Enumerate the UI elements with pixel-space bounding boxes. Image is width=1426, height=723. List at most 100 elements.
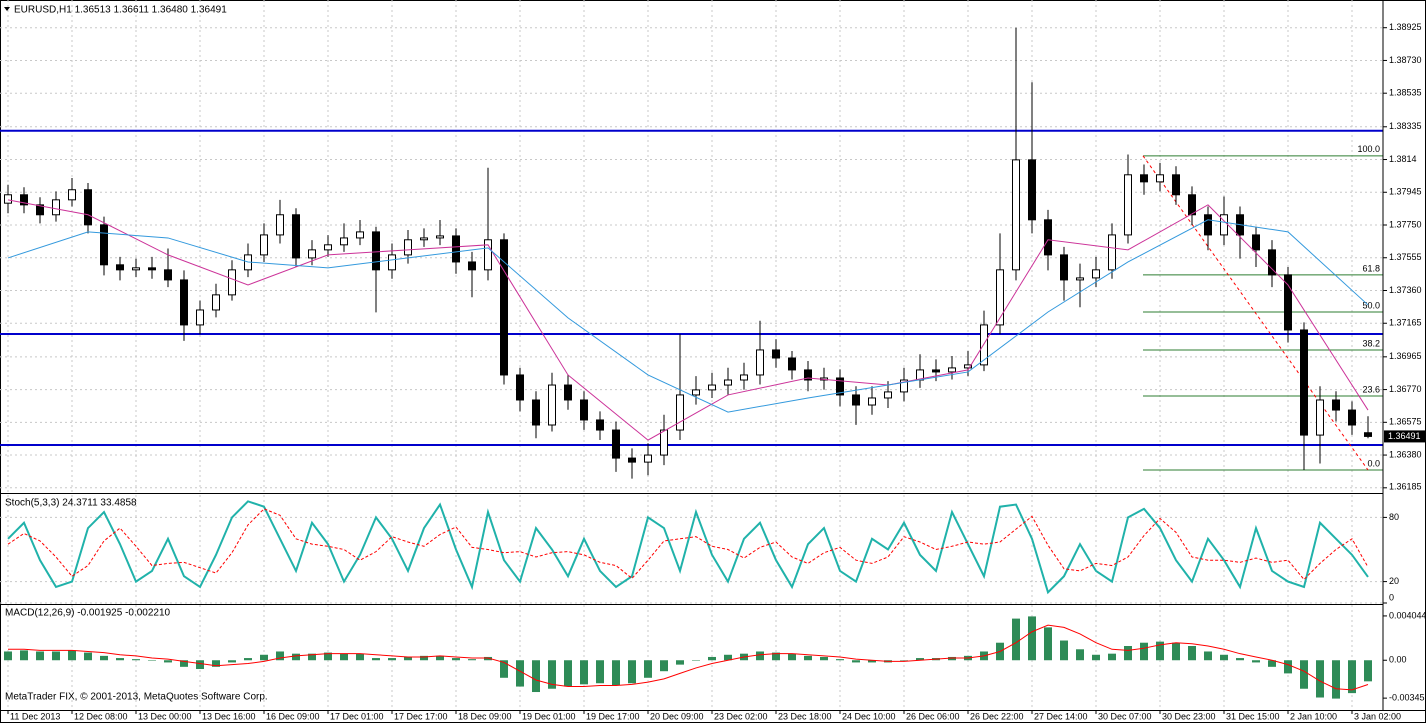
macd-bar: [788, 653, 796, 661]
candle-body: [548, 384, 556, 426]
y-tick-label: 1.37945: [1389, 187, 1422, 197]
macd-bar: [436, 655, 444, 661]
candle-body: [452, 235, 460, 263]
candle-body: [724, 379, 732, 386]
candle-body: [1076, 277, 1084, 281]
x-tick-label: 30 Dec 07:00: [1098, 711, 1152, 721]
candle-body: [228, 269, 236, 296]
candle-body: [564, 384, 572, 401]
collapse-icon[interactable]: [4, 7, 10, 11]
x-tick-label: 31 Dec 15:00: [1226, 711, 1280, 721]
candle-body: [644, 454, 652, 463]
candle-body: [260, 234, 268, 256]
macd-bar: [1348, 660, 1356, 694]
candle-body: [772, 349, 780, 359]
macd-bar: [1268, 660, 1276, 667]
macd-bar: [340, 653, 348, 661]
x-tick-label: 30 Dec 23:00: [1162, 711, 1216, 721]
macd-bar: [372, 658, 380, 661]
candle-body: [1092, 269, 1100, 279]
y-tick-label: 1.36965: [1389, 351, 1422, 361]
candle-body: [68, 189, 76, 201]
candle-body: [1124, 174, 1132, 236]
macd-bar: [228, 660, 236, 663]
x-tick-label: 3 Jan 02:00: [1354, 711, 1401, 721]
candle-body: [932, 369, 940, 373]
macd-bar: [1284, 660, 1292, 674]
x-tick-label: 23 Dec 18:00: [778, 711, 832, 721]
candle-body: [1044, 219, 1052, 256]
candle-body: [740, 374, 748, 381]
macd-bar: [52, 651, 60, 661]
macd-bar: [356, 653, 364, 661]
x-tick-label: 19 Dec 01:00: [522, 711, 576, 721]
macd-bar: [1012, 618, 1020, 661]
macd-bar: [1092, 654, 1100, 661]
y-tick-label: 1.38335: [1389, 121, 1422, 131]
candle-body: [1172, 174, 1180, 196]
x-tick-label: 26 Dec 06:00: [906, 711, 960, 721]
macd-bar: [948, 656, 956, 661]
macd-bar: [692, 660, 700, 661]
macd-bar: [1188, 646, 1196, 661]
macd-bar: [260, 654, 268, 661]
x-tick-label: 13 Dec 00:00: [138, 711, 192, 721]
copyright: MetaTrader FIX, © 2001-2013, MetaQuotes …: [5, 692, 268, 703]
macd-bar: [628, 660, 636, 684]
y-tick-label: 1.36380: [1389, 449, 1422, 459]
chart-title: EURUSD,H1 1.36513 1.36611 1.36480 1.3649…: [14, 5, 227, 16]
stoch-line: [7, 500, 1369, 595]
candle-body: [868, 397, 876, 406]
candle-body: [596, 419, 604, 431]
macd-bar: [1204, 651, 1212, 661]
macd-bar: [836, 659, 844, 661]
candle-body: [676, 394, 684, 431]
macd-bar: [1140, 642, 1148, 661]
macd-bar: [644, 660, 652, 678]
candle-body: [1252, 234, 1260, 251]
candle-body: [756, 349, 764, 376]
macd-bar: [404, 656, 412, 661]
y-tick-label: 0: [1389, 592, 1394, 602]
x-tick-label: 2 Jan 10:00: [1290, 711, 1337, 721]
candle-body: [1316, 399, 1324, 436]
grid: [0, 0, 1383, 710]
macd-bar: [708, 656, 716, 661]
fibo-label: 100.0: [1357, 144, 1380, 154]
candle-body: [404, 239, 412, 256]
macd-bar: [1076, 649, 1084, 661]
macd-bar: [308, 653, 316, 661]
y-tick-label: 1.36770: [1389, 384, 1422, 394]
x-tick-label: 24 Dec 10:00: [842, 711, 896, 721]
macd-bar: [852, 660, 860, 663]
stoch-title: Stoch(5,3,3) 24.3711 33.4858: [5, 498, 137, 509]
y-tick-label: 1.38730: [1389, 55, 1422, 65]
candle-body: [980, 324, 988, 366]
y-tick-label: 1.36185: [1389, 481, 1422, 491]
candle-body: [1060, 254, 1068, 281]
macd-bar: [580, 660, 588, 685]
macd-bar: [4, 651, 12, 661]
macd-bar: [116, 658, 124, 661]
x-tick-label: 17 Dec 17:00: [394, 711, 448, 721]
candle-body: [196, 309, 204, 326]
candle-body: [1204, 214, 1212, 236]
candle-body: [788, 357, 796, 371]
macd-bar: [900, 660, 908, 661]
candle-body: [1028, 159, 1036, 221]
macd-bar: [756, 651, 764, 661]
macd-bar: [820, 656, 828, 661]
y-tick-label: 1.36575: [1389, 417, 1422, 427]
candle-body: [1348, 409, 1356, 426]
candle-body: [372, 231, 380, 271]
x-tick-label: 19 Dec 17:00: [586, 711, 640, 721]
macd-bar: [772, 652, 780, 661]
fibo-label: 61.8: [1362, 263, 1380, 273]
y-tick-label: 20: [1389, 576, 1399, 586]
x-tick-label: 13 Dec 16:00: [202, 711, 256, 721]
macd-bar: [452, 658, 460, 661]
stoch-line: [7, 508, 1369, 581]
candle-body: [580, 399, 588, 421]
macd-bar: [1300, 660, 1308, 689]
